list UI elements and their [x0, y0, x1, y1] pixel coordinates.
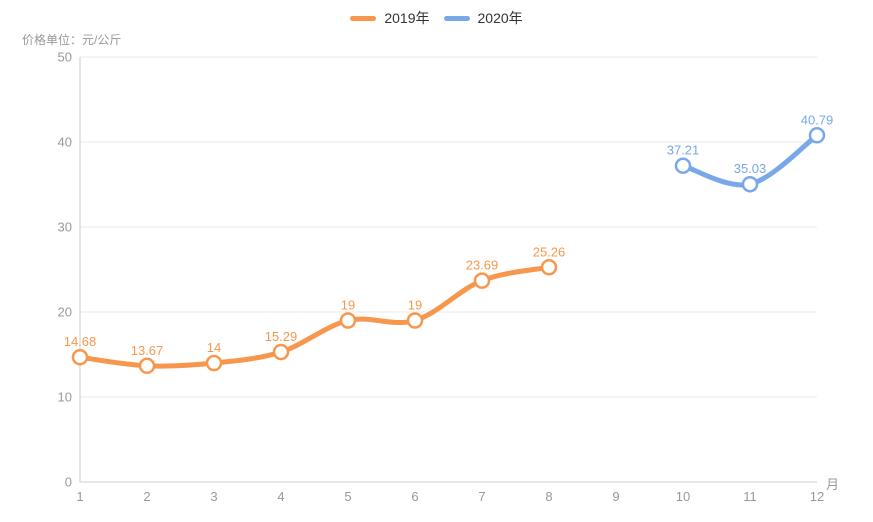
x-axis-tick-label: 5 — [344, 489, 351, 504]
legend-item-2019[interactable]: 2019年 — [350, 10, 430, 26]
data-point-marker[interactable] — [339, 312, 357, 329]
legend-item-2020[interactable]: 2020年 — [443, 10, 523, 26]
legend-line-mark-2020 — [443, 15, 470, 21]
x-axis-tick-label: 12 — [810, 489, 824, 504]
y-axis-tick-label: 30 — [58, 220, 72, 235]
x-axis-name: 月 — [826, 477, 839, 492]
data-point-label: 19 — [408, 298, 422, 313]
data-point-label: 14 — [207, 340, 221, 355]
data-point-label: 37.21 — [667, 143, 700, 158]
data-point-label: 23.69 — [466, 258, 499, 273]
x-axis-tick-label: 11 — [743, 489, 757, 504]
data-point-marker[interactable] — [808, 127, 826, 144]
x-axis-tick-label: 1 — [76, 489, 83, 504]
data-point-label: 25.26 — [533, 244, 566, 259]
y-axis-tick-label: 40 — [58, 135, 72, 150]
data-point-marker[interactable] — [71, 348, 89, 366]
legend-line-mark-2019 — [350, 15, 377, 21]
y-axis-tick-label: 50 — [58, 50, 72, 65]
data-point-label: 14.68 — [64, 334, 97, 349]
x-axis-tick-label: 4 — [277, 489, 284, 504]
data-point-label: 19 — [341, 298, 355, 313]
y-axis-tick-label: 10 — [58, 390, 72, 405]
legend-label-2019: 2019年 — [384, 10, 430, 26]
data-point-marker[interactable] — [205, 354, 223, 372]
x-axis-tick-label: 6 — [411, 489, 418, 504]
data-point-marker[interactable] — [741, 175, 759, 193]
data-point-marker[interactable] — [473, 272, 491, 289]
x-axis-tick-label: 7 — [478, 489, 485, 504]
data-point-marker[interactable] — [272, 343, 290, 361]
data-point-label: 40.79 — [801, 112, 834, 127]
data-point-label: 35.03 — [734, 161, 767, 176]
data-point-label: 13.67 — [131, 343, 164, 358]
legend-label-2020: 2020年 — [477, 10, 523, 26]
data-point-marker[interactable] — [674, 157, 692, 174]
x-axis-tick-label: 8 — [545, 489, 552, 504]
x-axis-tick-label: 2 — [143, 489, 150, 504]
y-axis-name: 价格单位：元/公斤 — [22, 33, 122, 47]
data-point-marker[interactable] — [406, 312, 424, 329]
x-axis-tick-label: 3 — [210, 489, 217, 504]
y-axis-tick-label: 20 — [58, 305, 72, 320]
x-axis-tick-label: 10 — [676, 489, 690, 504]
data-point-marker[interactable] — [138, 357, 156, 375]
data-point-marker[interactable] — [540, 259, 558, 276]
chart-legend: 2019年 2020年 — [0, 11, 873, 25]
y-axis-tick-label: 0 — [65, 475, 72, 490]
x-axis-tick-label: 9 — [612, 489, 619, 504]
data-point-label: 15.29 — [265, 329, 298, 344]
